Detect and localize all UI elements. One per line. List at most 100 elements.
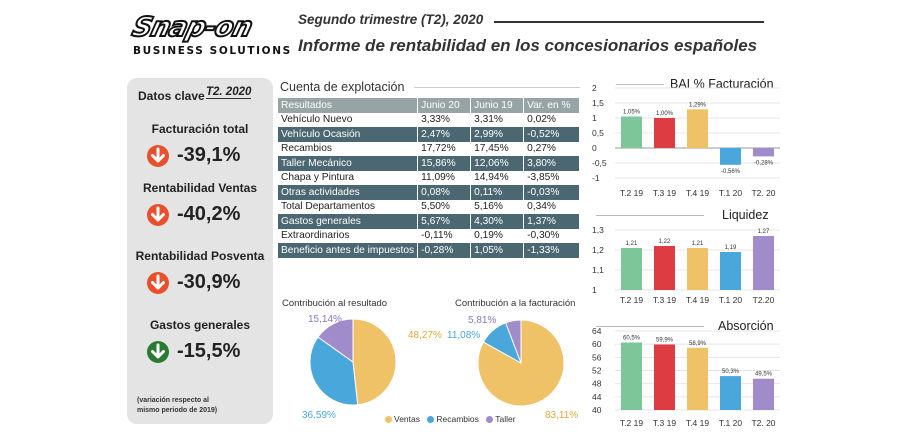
pie-1-slice-taller (317, 318, 354, 363)
report-period: Segundo trimestre (T2), 2020 (298, 12, 484, 27)
x-tick-label: T.3 19 (653, 295, 676, 305)
row-label: Total Departamentos (278, 199, 419, 214)
liquidez-bar-chart: 1,3 1,2 1,1 1 1,21 T.2 19 1,22 T.3 19 1,21 T.4 19… (592, 225, 780, 305)
kpi-label: Rentabilidad Posventa (135, 249, 265, 263)
arrow-down-icon (147, 204, 169, 226)
row-label: Otras actividades (278, 185, 419, 200)
bar-value-label: 49,5% (755, 372, 773, 378)
x-tick-label: T2. 20 (751, 418, 775, 428)
y-tick-label: 52 (592, 366, 602, 376)
cell-june-20: 17,72% (418, 141, 472, 156)
cell-variation: 0,27% (524, 141, 580, 156)
key-data-period: T2. 2020 (206, 86, 252, 99)
kpi-value: -15,5% (177, 340, 241, 362)
legend-label-taller: Taller (495, 414, 516, 424)
col-header-june-19: Junio 19 (471, 98, 525, 113)
bar (621, 342, 642, 410)
x-tick-label: T.1 20 (719, 418, 742, 428)
pie-2-label-recambios: 11,08% (447, 330, 481, 341)
header-divider (494, 21, 764, 23)
pie-charts (309, 318, 565, 407)
legend-swatch-taller (486, 416, 494, 423)
bar (753, 148, 774, 157)
bar (720, 252, 741, 290)
pie-2-label-taller: 5,81% (468, 315, 497, 326)
y-tick-label: 64 (592, 326, 602, 336)
pie-2-slice-taller (505, 319, 522, 364)
bar-value-label: 50,3% (722, 369, 740, 375)
col-header-results: Resultados (278, 98, 419, 113)
table-row: Beneficio antes de impuestos -0,28% 1,05% -… (278, 243, 580, 258)
table-row: Gastos generales 5,67% 4,30% 1,37% (278, 214, 580, 229)
row-label: Recambios (278, 141, 419, 156)
cell-june-20: 3,33% (418, 112, 472, 127)
arrow-down-icon (147, 341, 169, 363)
cell-june-19: 3,31% (471, 112, 525, 127)
row-label: Chapa y Pintura (278, 170, 419, 185)
y-tick-label: 56 (592, 352, 602, 362)
cell-june-20: 11,09% (418, 170, 472, 185)
y-tick-label: 1 (592, 285, 597, 295)
col-header-june-20: Junio 20 (418, 98, 472, 113)
key-data-panel (127, 78, 273, 424)
cell-june-19: 0,11% (471, 185, 525, 200)
bar (753, 236, 774, 290)
logo-wordmark: Snap-on (128, 11, 256, 44)
y-tick-label: -1 (592, 173, 600, 183)
col-header-variation: Var. en % (524, 98, 580, 113)
legend-label-recambios: Recambios (436, 414, 479, 424)
row-label: Taller Mecánico (278, 156, 419, 171)
bar-value-label: 1,21 (692, 241, 704, 247)
brand-logo: Snap-on (128, 11, 276, 44)
legend-item-ventas: Ventas (385, 414, 420, 424)
legend-item-recambios: Recambios (427, 414, 479, 424)
footnote-line-1: (variación respecto al (137, 397, 209, 404)
key-data-label: Datos clave (138, 89, 205, 103)
row-label: Vehículo Ocasión (278, 127, 419, 142)
cell-june-20: 5,67% (418, 214, 472, 229)
y-tick-label: 1,1 (592, 265, 604, 275)
pie-1-slice-ventas (352, 318, 397, 406)
x-tick-label: T.2 19 (620, 188, 643, 198)
bar-value-label: 1,22 (659, 239, 671, 245)
x-tick-label: T.4 19 (686, 188, 709, 198)
table-row: Extraordinarios -0,11% 0,19% -0,30% (278, 228, 580, 243)
cell-june-20: 0,08% (418, 185, 472, 200)
bar-value-label: 60,5% (623, 336, 641, 342)
cell-june-20: 5,50% (418, 199, 472, 214)
table-row: Recambios 17,72% 17,45% 0,27% (278, 141, 580, 156)
bar-value-label: 1,05% (623, 110, 641, 116)
bar (720, 376, 741, 410)
pie-1-title: Contribución al resultado (282, 298, 388, 309)
bar (720, 148, 741, 165)
pie-1-label-ventas: 48,27% (408, 330, 442, 341)
bar-value-label: 1,21 (626, 241, 638, 247)
x-tick-label: T2.20 (753, 295, 775, 305)
table-row: Vehículo Ocasión 2,47% 2,99% -0,52% (278, 127, 580, 142)
pie-legend: Ventas Recambios Taller (385, 414, 521, 424)
y-tick-label: 0 (592, 143, 597, 153)
report-title: Informe de rentabilidad en los concesion… (298, 36, 758, 55)
absorcion-title-line (596, 326, 704, 327)
bar-value-label: -0,28% (754, 160, 774, 166)
cell-june-19: 17,45% (471, 141, 525, 156)
bar-value-label: 58,9% (689, 341, 707, 347)
bai-bar-chart: 2 1,5 1 0,5 0 -0,5 -1 1,05% T.2 19 1,00% T.3 19 1,2… (592, 83, 780, 198)
y-tick-label: 48 (592, 379, 602, 389)
table-row: Total Departamentos 5,50% 5,16% 0,34% (278, 199, 580, 214)
bar (687, 347, 708, 410)
kpi-value: -39,1% (177, 144, 241, 166)
y-tick-label: 40 (592, 405, 602, 415)
income-statement-title: Cuenta de explotación (280, 80, 405, 94)
table-body: Vehículo Nuevo 3,33% 3,31% 0,02% Vehículo Oc… (278, 112, 580, 258)
bar-value-label: 1,00% (656, 111, 674, 117)
bar-value-label: 1,27 (758, 229, 770, 235)
bar-value-label: 1,29% (689, 102, 707, 108)
cell-variation: 1,37% (524, 214, 580, 229)
pie-2-slice-ventas (477, 319, 565, 407)
kpi-value: -30,9% (177, 271, 241, 293)
bar (621, 248, 642, 290)
bar-value-label: 59,9% (656, 337, 674, 343)
pie-2-title: Contribución a la facturación (455, 298, 576, 309)
y-tick-label: 1 (592, 113, 597, 123)
